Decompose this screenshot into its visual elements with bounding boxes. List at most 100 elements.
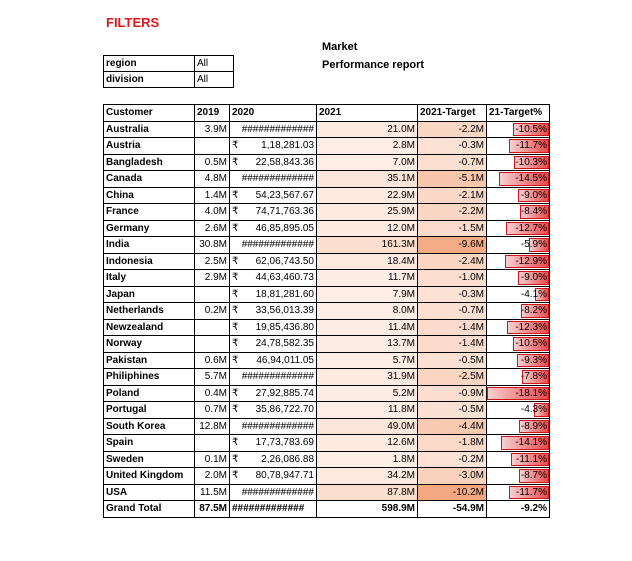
currency-symbol: ₹ (232, 272, 239, 283)
customer-cell: USA (103, 483, 195, 501)
value-2020-text: 54,23,567.67 (255, 189, 314, 201)
target-pct-cell: -10.5% (486, 335, 550, 353)
value-2021-cell: 11.8M (316, 401, 418, 419)
target-pct-cell: -11.7% (486, 483, 550, 501)
value-2020-cell: ############# (229, 236, 317, 254)
value-2019-cell: 2.9M (194, 269, 230, 287)
customer-cell: Austria (103, 137, 195, 155)
col-header-2019[interactable]: 2019 (194, 104, 230, 122)
value-2020-cell: ₹35,86,722.70 (229, 401, 317, 419)
data-bar (519, 469, 549, 483)
target-pct-text: -11.7% (516, 486, 547, 498)
target-diff-cell: -2.1M (417, 186, 487, 204)
filter-value-dropdown[interactable]: All (194, 55, 234, 72)
value-2021-cell: 31.9M (316, 368, 418, 386)
table-row: Australia 3.9M ############# 21.0M -2.2M -10.… (103, 120, 550, 138)
currency-symbol: ₹ (232, 354, 239, 366)
target-diff-cell: -0.7M (417, 153, 487, 171)
target-pct-text: -10.5% (515, 338, 547, 349)
value-2019-cell: 0.6M (194, 351, 230, 369)
data-bar (534, 403, 549, 417)
filter-row-region[interactable]: region All (103, 55, 234, 72)
value-2020-text: ############# (241, 173, 314, 184)
total-label: Grand Total (103, 500, 195, 518)
data-bar (508, 485, 549, 499)
filter-row-division[interactable]: division All (103, 71, 234, 88)
value-2019-cell (194, 318, 230, 336)
value-2019-cell: 11.5M (194, 483, 230, 501)
value-2020-cell: ₹46,94,011.05 (229, 351, 317, 369)
customer-cell: Australia (103, 120, 195, 138)
target-pct-cell: -8.7% (486, 467, 550, 485)
data-bar (499, 172, 549, 186)
table-row: United Kingdom 2.0M ₹80,78,947.71 34.2M -3.0… (103, 467, 550, 485)
value-2019-cell: 0.5M (194, 153, 230, 171)
customer-cell: Germany (103, 219, 195, 237)
value-2020-text: 2,26,086.88 (261, 453, 314, 465)
value-2020-cell: ₹46,85,895.05 (229, 219, 317, 237)
target-pct-text: -14.1% (515, 437, 547, 448)
performance-table: Customer 2019 2020 2021 2021-Target 21-T… (103, 104, 550, 518)
value-2020-cell: ############# (229, 170, 317, 188)
table-row: France 4.0M ₹74,71,763.36 25.9M -2.2M -8.4% (103, 203, 550, 221)
data-bar (520, 304, 549, 318)
target-diff-cell: -0.3M (417, 285, 487, 303)
target-pct-cell: -14.5% (486, 170, 550, 188)
grand-total-row: Grand Total 87.5M ############# 598.9M -… (103, 500, 550, 518)
col-header-2020[interactable]: 2020 (229, 104, 317, 122)
data-bar (504, 254, 549, 268)
data-bar (505, 221, 549, 235)
target-diff-cell: -4.4M (417, 417, 487, 435)
customer-cell: Japan (103, 285, 195, 303)
customer-cell: Sweden (103, 450, 195, 468)
data-bar (528, 238, 549, 252)
value-2020-cell: ₹80,78,947.71 (229, 467, 317, 485)
table-row: Japan ₹18,81,281.60 7.9M -0.3M -4.1% (103, 285, 550, 303)
customer-cell: Netherlands (103, 302, 195, 320)
currency-symbol: ₹ (232, 305, 239, 316)
value-2020-text: 62,06,743.50 (255, 255, 314, 267)
target-pct-cell: -11.1% (486, 450, 550, 468)
col-header-target-pct[interactable]: 21-Target% (486, 104, 550, 122)
target-pct-text: -9.0% (520, 189, 547, 201)
target-pct-text: -5.9% (520, 239, 547, 250)
value-2021-cell: 25.9M (316, 203, 418, 221)
value-2019-cell (194, 285, 230, 303)
col-header-customer[interactable]: Customer (103, 104, 195, 122)
data-bar (520, 205, 549, 219)
table-row: USA 11.5M ############# 87.8M -10.2M -11.7% (103, 483, 550, 501)
filter-table: region All division All (103, 55, 234, 88)
currency-symbol: ₹ (232, 321, 239, 333)
table-row: Germany 2.6M ₹46,85,895.05 12.0M -1.5M -12.7% (103, 219, 550, 237)
value-2021-cell: 161.3M (316, 236, 418, 254)
target-pct-cell: -8.4% (486, 203, 550, 221)
data-bar (522, 370, 549, 384)
target-pct-cell: -8.2% (486, 302, 550, 320)
value-2021-cell: 12.0M (316, 219, 418, 237)
value-2021-cell: 18.4M (316, 252, 418, 270)
value-2021-cell: 12.6M (316, 434, 418, 452)
data-bar (518, 188, 549, 202)
target-diff-cell: -1.5M (417, 219, 487, 237)
filters-title: FILTERS (106, 15, 160, 30)
target-diff-cell: -0.9M (417, 384, 487, 402)
value-2020-cell: ₹54,23,567.67 (229, 186, 317, 204)
header-row: Customer 2019 2020 2021 2021-Target 21-T… (103, 104, 550, 122)
col-header-target[interactable]: 2021-Target (417, 104, 487, 122)
target-pct-text: -14.5% (515, 173, 547, 184)
target-diff-cell: -2.5M (417, 368, 487, 386)
value-2019-cell: 2.6M (194, 219, 230, 237)
currency-symbol: ₹ (232, 338, 239, 349)
filter-value-dropdown[interactable]: All (194, 71, 234, 88)
col-header-2021[interactable]: 2021 (316, 104, 418, 122)
table-row: Newzealand ₹19,85,436.80 11.4M -1.4M -12.3% (103, 318, 550, 336)
value-2021-cell: 13.7M (316, 335, 418, 353)
value-2020-cell: ₹33,56,013.39 (229, 302, 317, 320)
customer-cell: United Kingdom (103, 467, 195, 485)
value-2021-cell: 11.4M (316, 318, 418, 336)
target-pct-cell: -9.0% (486, 186, 550, 204)
filter-label: division (103, 71, 195, 88)
value-2020-cell: ₹17,73,783.69 (229, 434, 317, 452)
target-pct-text: -7.8% (520, 371, 547, 382)
target-pct-cell: -12.9% (486, 252, 550, 270)
